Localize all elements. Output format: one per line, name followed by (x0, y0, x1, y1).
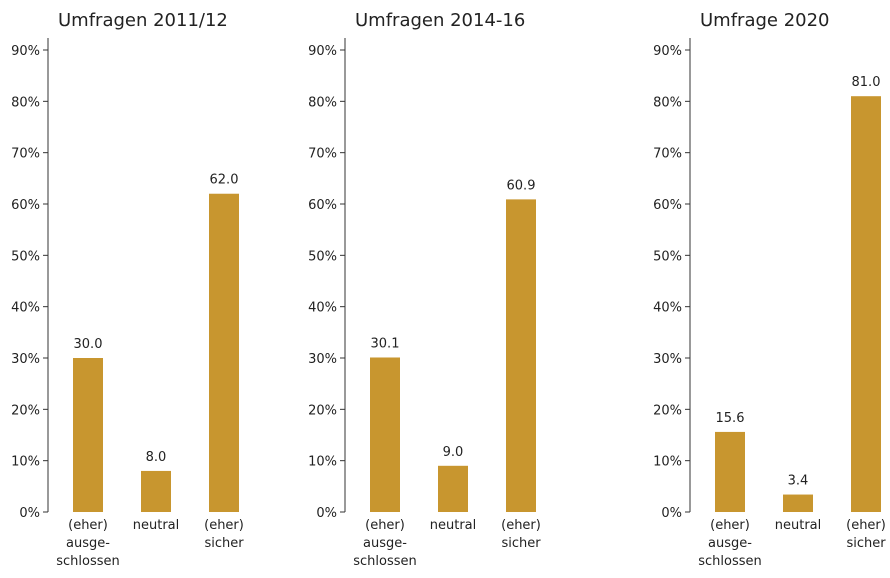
x-tick-label-line: neutral (775, 518, 822, 533)
bar (73, 358, 103, 512)
x-tick-label-line: (eher) (501, 518, 541, 533)
y-tick-label: 10% (11, 455, 40, 470)
y-tick-label: 40% (653, 301, 682, 316)
y-tick-label: 50% (11, 249, 40, 264)
y-tick-label: 60% (308, 198, 337, 213)
y-tick-label: 30% (653, 352, 682, 367)
x-tick-label-line: sicher (846, 536, 886, 551)
y-tick-label: 90% (11, 44, 40, 59)
y-tick-label: 30% (11, 352, 40, 367)
value-label: 30.0 (74, 337, 103, 352)
y-tick-label: 80% (653, 95, 682, 110)
x-tick-label-line: (eher) (68, 518, 108, 533)
value-label: 8.0 (146, 450, 167, 465)
y-tick-label: 50% (653, 249, 682, 264)
x-tick-label: (eher) ausge-schlossen (353, 518, 417, 569)
value-label: 60.9 (507, 178, 536, 193)
bar (438, 465, 468, 512)
y-tick-label: 60% (653, 198, 682, 213)
x-tick-label-line: (eher) (710, 518, 750, 533)
y-tick-label: 90% (308, 44, 337, 59)
value-label: 62.0 (210, 173, 239, 188)
y-tick-label: 0% (19, 506, 40, 521)
y-tick-label: 50% (308, 249, 337, 264)
x-tick-label-line: schlossen (56, 554, 120, 569)
x-tick-label-line: schlossen (698, 554, 762, 569)
bar (370, 357, 400, 512)
y-tick-label: 20% (11, 403, 40, 418)
y-tick-label: 60% (11, 198, 40, 213)
y-tick-label: 10% (653, 455, 682, 470)
value-label: 9.0 (443, 445, 464, 460)
x-tick-label: neutral (430, 518, 477, 533)
bar (209, 193, 239, 512)
x-tick-label-line: (eher) (846, 518, 886, 533)
y-tick-label: 20% (308, 403, 337, 418)
x-tick-label-line: schlossen (353, 554, 417, 569)
y-tick-label: 10% (308, 455, 337, 470)
y-tick-label: 70% (653, 147, 682, 162)
x-tick-label-line: ausge- (363, 536, 407, 551)
y-tick-label: 20% (653, 403, 682, 418)
chart-title: Umfragen 2011/12 (58, 10, 228, 31)
x-tick-label: (eher) sicher (846, 518, 886, 551)
bar (715, 431, 745, 512)
y-tick-label: 80% (11, 95, 40, 110)
y-tick-label: 30% (308, 352, 337, 367)
y-tick-label: 70% (308, 147, 337, 162)
y-tick-label: 70% (11, 147, 40, 162)
x-tick-label: (eher) sicher (204, 518, 244, 551)
bar (506, 199, 536, 512)
x-tick-label-line: neutral (133, 518, 180, 533)
x-tick-label-line: ausge- (66, 536, 110, 551)
y-tick-label: 40% (11, 301, 40, 316)
bar (141, 470, 171, 512)
x-tick-label-line: neutral (430, 518, 477, 533)
x-tick-label-line: ausge- (708, 536, 752, 551)
y-tick-label: 90% (653, 44, 682, 59)
value-label: 30.1 (371, 336, 400, 351)
y-tick-label: 0% (661, 506, 682, 521)
x-tick-label: (eher) sicher (501, 518, 541, 551)
chart-title: Umfrage 2020 (700, 10, 830, 31)
bar (783, 494, 813, 512)
x-tick-label-line: (eher) (365, 518, 405, 533)
chart-title: Umfragen 2014-16 (355, 10, 525, 31)
x-tick-label: (eher) ausge-schlossen (56, 518, 120, 569)
y-tick-label: 40% (308, 301, 337, 316)
y-tick-label: 0% (316, 506, 337, 521)
x-tick-label: neutral (133, 518, 180, 533)
x-tick-label: neutral (775, 518, 822, 533)
x-tick-label-line: (eher) (204, 518, 244, 533)
x-tick-label-line: sicher (501, 536, 541, 551)
y-tick-label: 80% (308, 95, 337, 110)
value-label: 3.4 (788, 474, 809, 489)
bar (851, 96, 881, 512)
x-tick-label: (eher) ausge-schlossen (698, 518, 762, 569)
value-label: 81.0 (852, 75, 881, 90)
value-label: 15.6 (716, 411, 745, 426)
x-tick-label-line: sicher (204, 536, 244, 551)
